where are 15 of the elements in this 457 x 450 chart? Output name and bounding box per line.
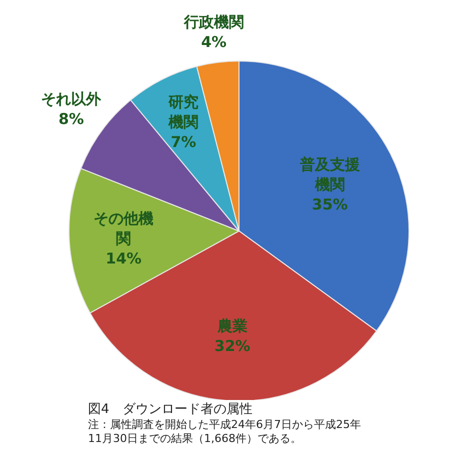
slice-label: それ以外 bbox=[41, 90, 102, 108]
slice-label: その他機関 bbox=[94, 209, 154, 248]
slice-label: 行政機関 bbox=[182, 12, 244, 31]
text: 図4 ダウンロード者の属性 bbox=[88, 401, 254, 418]
text: 11月30日までの結果（1,668件）である。 bbox=[88, 432, 302, 446]
slice-label: 研究機関 bbox=[167, 92, 198, 131]
slice-label: 農業 bbox=[216, 317, 248, 336]
data-label: 32% bbox=[214, 337, 250, 356]
data-label: 7% bbox=[170, 132, 196, 151]
data-label: 14% bbox=[106, 249, 142, 268]
data-label: 8% bbox=[58, 110, 84, 128]
data-label: 35% bbox=[312, 196, 348, 214]
text: 注：属性調査を開始した平成24年6月7日から平成25年 bbox=[88, 418, 362, 432]
slice-label: 普及支援機関 bbox=[298, 156, 360, 194]
data-label: 4% bbox=[201, 32, 227, 51]
